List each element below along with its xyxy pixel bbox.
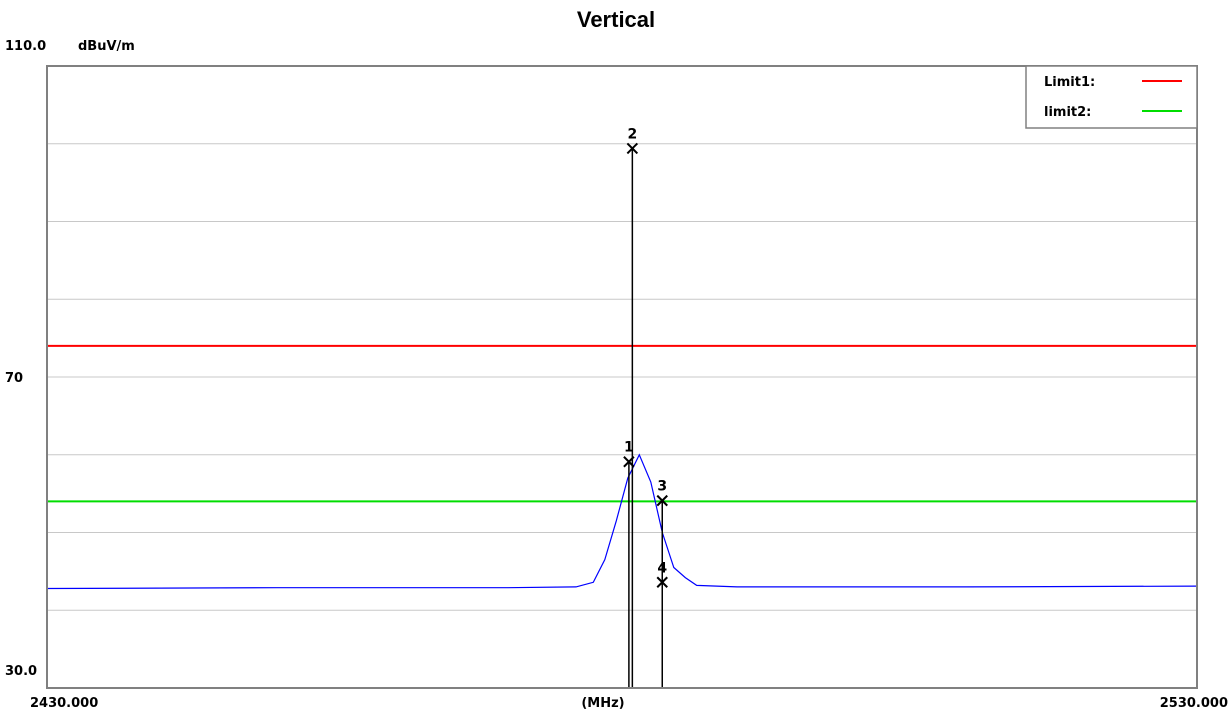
x-tick-left: 2430.000	[30, 696, 98, 711]
legend-box	[1025, 65, 1198, 129]
marker-point	[626, 142, 639, 155]
chart-title: Vertical	[577, 7, 655, 32]
y-tick-label: 110.0	[5, 39, 46, 54]
legend: Limit1: limit2:	[1025, 65, 1198, 129]
marker-point	[656, 494, 668, 507]
legend-label: Limit1:	[1044, 75, 1095, 90]
x-axis-unit: (MHz)	[581, 696, 624, 711]
y-axis-unit: dBuV/m	[78, 39, 135, 54]
y-tick-label: 30.0	[5, 664, 37, 679]
x-tick-right: 2530.000	[1160, 696, 1228, 711]
marker-label: 2	[627, 126, 637, 142]
plot-frame	[46, 65, 1198, 689]
marker-label: 3	[657, 479, 667, 495]
marker-label: 1	[624, 440, 634, 456]
y-tick-label: 70	[5, 371, 23, 386]
legend-label: limit2:	[1044, 105, 1091, 120]
marker-label: 4	[657, 560, 667, 576]
series-line	[46, 453, 1198, 590]
marker-point	[656, 576, 668, 588]
